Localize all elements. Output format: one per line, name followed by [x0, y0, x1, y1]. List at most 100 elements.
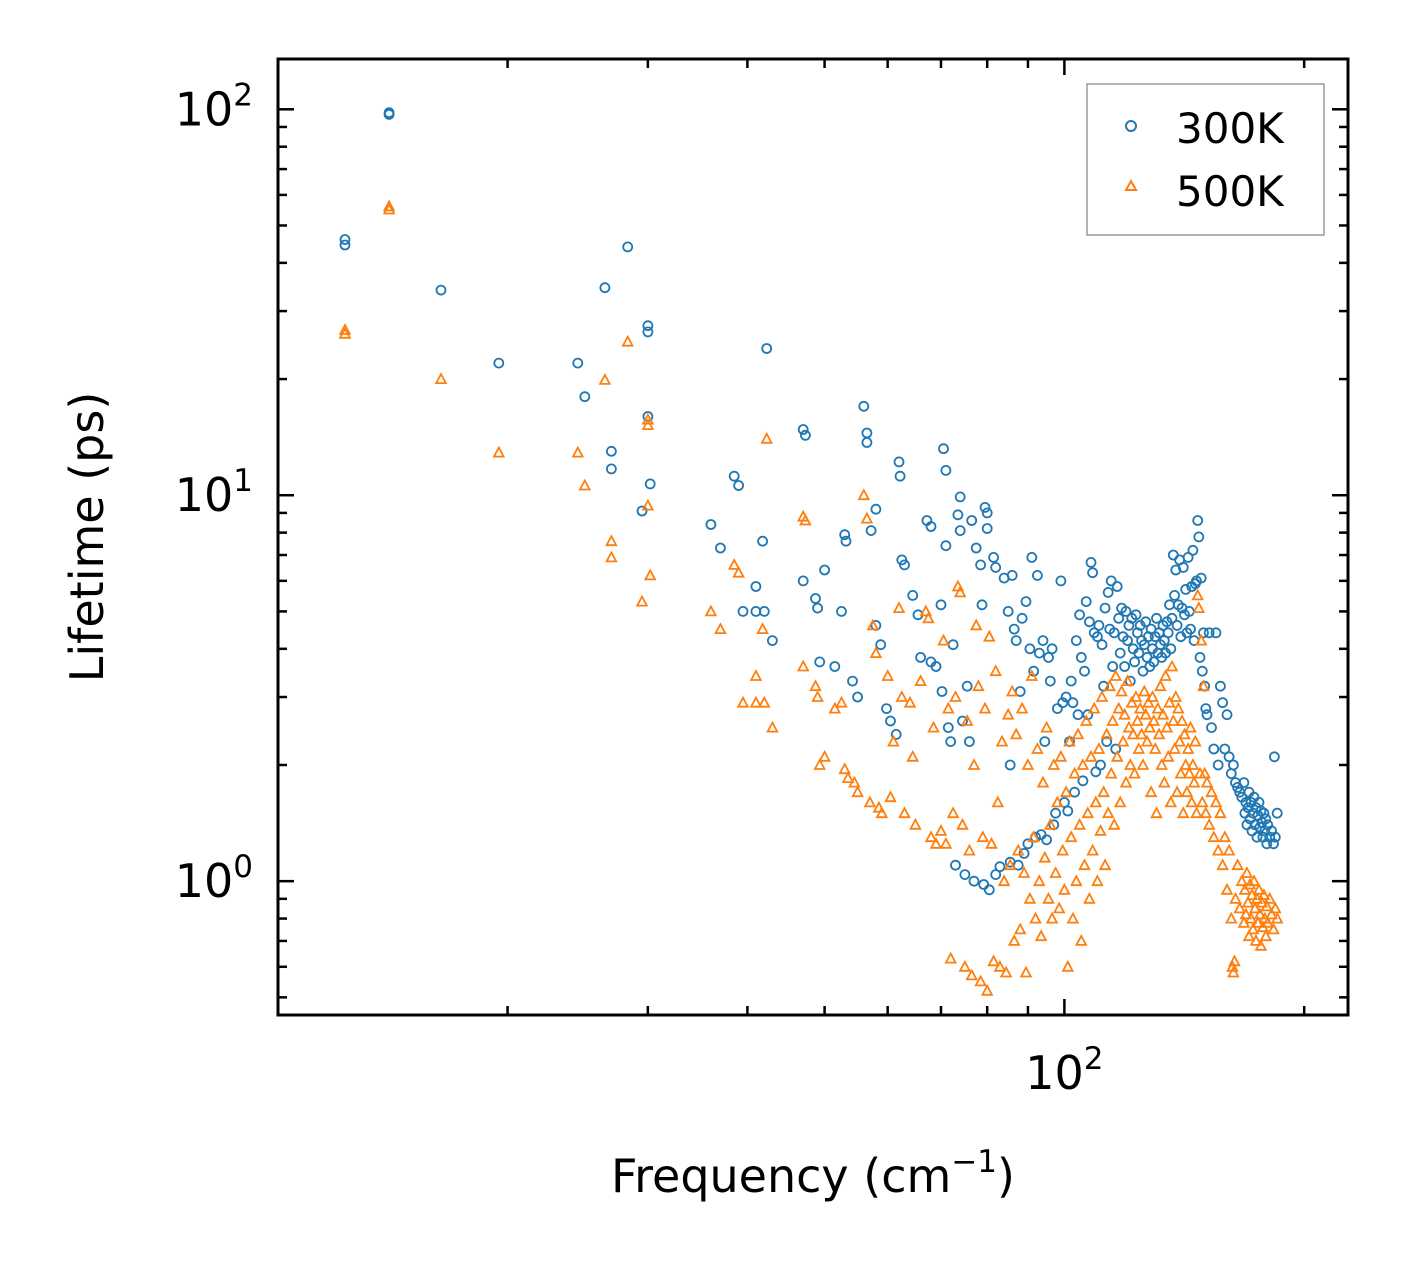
- point-500K: [766, 720, 779, 733]
- point-300K: [894, 470, 906, 482]
- point-300K: [1171, 620, 1183, 631]
- point-300K: [810, 593, 821, 604]
- point-300K: [981, 523, 993, 534]
- point-500K: [1164, 795, 1178, 808]
- point-300K: [1020, 596, 1032, 607]
- point-300K: [1169, 590, 1180, 601]
- point-500K: [641, 412, 655, 425]
- point-500K: [1159, 669, 1172, 681]
- point-300K: [339, 239, 351, 251]
- point-500K: [1155, 758, 1169, 770]
- point-300K: [1079, 665, 1090, 677]
- point-500K: [958, 959, 972, 972]
- point-300K: [642, 320, 654, 332]
- point-500K: [1071, 727, 1085, 740]
- point-300K: [814, 656, 826, 668]
- point-500K: [641, 498, 655, 511]
- point-300K: [875, 639, 887, 651]
- point-500K: [1147, 714, 1161, 726]
- point-500K: [1244, 911, 1258, 924]
- point-500K: [1228, 954, 1241, 967]
- point-500K: [1038, 850, 1052, 863]
- point-500K: [643, 568, 657, 581]
- point-300K: [1057, 697, 1069, 709]
- point-500K: [1013, 922, 1027, 935]
- point-500K: [995, 734, 1009, 747]
- point-300K: [890, 729, 902, 740]
- point-300K: [1187, 544, 1199, 556]
- point-500K: [1224, 911, 1238, 924]
- point-500K: [1076, 758, 1090, 770]
- point-500K: [811, 690, 824, 702]
- point-500K: [1005, 684, 1019, 697]
- point-300K: [1221, 709, 1233, 721]
- point-500K: [1175, 714, 1189, 726]
- point-300K: [1095, 759, 1106, 771]
- point-500K: [1097, 785, 1110, 798]
- point-500K: [756, 622, 769, 634]
- point-300K: [1114, 647, 1126, 659]
- point-500K: [960, 714, 974, 726]
- point-500K: [838, 762, 851, 775]
- point-500K: [1101, 806, 1115, 819]
- point-500K: [1092, 742, 1106, 754]
- point-500K: [1052, 901, 1066, 914]
- point-300K: [1101, 736, 1113, 747]
- point-500K: [869, 646, 883, 658]
- point-300K: [988, 552, 999, 563]
- point-500K: [1017, 866, 1031, 878]
- series-500K: [338, 199, 1284, 996]
- point-500K: [848, 775, 861, 788]
- point-500K: [1198, 766, 1212, 779]
- point-500K: [1059, 785, 1073, 798]
- point-500K: [1025, 669, 1039, 681]
- point-500K: [1069, 874, 1083, 887]
- point-300K: [1217, 697, 1228, 709]
- point-300K: [836, 606, 847, 617]
- point-300K: [1043, 652, 1054, 663]
- point-300K: [1219, 743, 1231, 755]
- point-300K: [968, 875, 980, 887]
- point-500K: [1137, 684, 1151, 697]
- point-500K: [1058, 882, 1071, 895]
- point-500K: [875, 806, 889, 819]
- point-500K: [1270, 911, 1284, 924]
- point-300K: [1208, 743, 1220, 755]
- point-300K: [1164, 599, 1175, 611]
- point-300K: [1085, 557, 1097, 568]
- point-300K: [1238, 777, 1250, 788]
- point-500K: [1187, 775, 1201, 788]
- point-500K: [1103, 679, 1117, 692]
- point-500K: [1043, 817, 1057, 830]
- point-500K: [906, 749, 919, 762]
- point-500K: [813, 758, 826, 770]
- point-500K: [946, 806, 960, 819]
- point-300K: [945, 736, 957, 747]
- point-300K: [733, 480, 744, 491]
- point-300K: [940, 464, 952, 476]
- point-300K: [952, 509, 964, 521]
- point-500K: [1144, 785, 1158, 798]
- point-500K: [1242, 929, 1256, 942]
- point-500K: [1095, 690, 1109, 702]
- point-500K: [818, 749, 831, 762]
- point-300K: [964, 736, 975, 747]
- point-300K: [1039, 736, 1051, 747]
- point-500K: [1231, 858, 1244, 871]
- point-500K: [1182, 766, 1196, 779]
- point-500K: [841, 771, 855, 783]
- point-300K: [1098, 680, 1109, 692]
- point-300K: [970, 542, 982, 554]
- point-500K: [828, 701, 842, 714]
- point-500K: [1148, 742, 1162, 754]
- point-300K: [1041, 834, 1052, 846]
- point-300K: [1210, 627, 1222, 639]
- point-300K: [907, 590, 919, 601]
- point-300K: [1130, 609, 1142, 621]
- point-500K: [903, 695, 917, 708]
- point-300K: [1022, 838, 1034, 850]
- point-500K: [1115, 684, 1128, 697]
- point-300K: [1119, 661, 1130, 672]
- point-500K: [1068, 766, 1081, 779]
- point-500K: [1174, 766, 1188, 779]
